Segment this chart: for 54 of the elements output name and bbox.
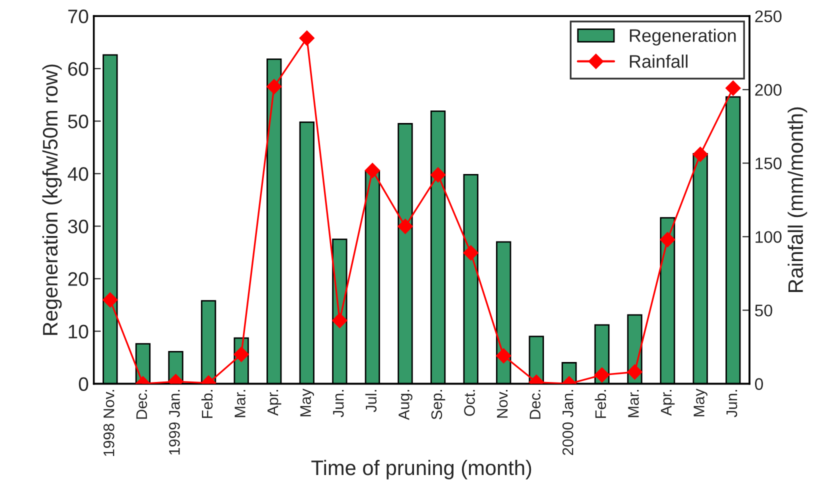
point	[660, 232, 676, 248]
y2-tick-label: 0	[755, 378, 763, 390]
x-tick-label: Apr.	[268, 390, 282, 416]
point	[299, 30, 314, 46]
y2-tick-label: 150	[756, 158, 782, 170]
point	[627, 364, 642, 380]
y-tick-label: 50	[68, 114, 88, 128]
x-tick-label: Mar.	[628, 390, 639, 418]
x-tick-label: Apr.	[660, 390, 675, 416]
point	[463, 245, 478, 260]
x-tick-label: May	[300, 388, 314, 416]
point	[234, 346, 249, 362]
y2-tick-label: 100	[756, 231, 782, 243]
y-tick-label: 20	[68, 272, 88, 286]
x-tick-label: Nov.	[497, 390, 508, 418]
x-tick-label: Oct.	[464, 390, 475, 416]
y-tick-label: 30	[68, 220, 88, 234]
y-tick-label: 0	[78, 377, 88, 391]
x-tick-label: 2000 Jan.	[562, 390, 574, 455]
y-tick-label: 70	[68, 10, 88, 24]
y-tick-label: 40	[68, 167, 88, 181]
legend-label: Regeneration	[630, 28, 736, 46]
x-tick-label: Feb.	[594, 390, 606, 418]
point	[102, 292, 118, 308]
y2-tick-label: 200	[755, 84, 782, 96]
point	[594, 367, 610, 382]
x-tick-label: 1998 Nov.	[103, 390, 114, 456]
y-tick-label: 60	[68, 62, 88, 76]
point	[332, 312, 348, 328]
point	[266, 79, 282, 94]
point	[692, 146, 708, 162]
x-tick-label: Sep.	[431, 390, 446, 420]
x-tick-label: Aug.	[398, 390, 412, 420]
y-tick-label: 10	[68, 324, 88, 338]
legend-label: Rainfall	[630, 54, 688, 68]
x-tick-label: Dec.	[530, 390, 540, 419]
x-tick-label: 1999 Jan.	[169, 390, 180, 455]
x-tick-label: Jun.	[726, 390, 738, 418]
point	[398, 218, 413, 234]
point	[726, 80, 741, 96]
x-tick-label: May	[694, 388, 708, 416]
y-axis-title: Regeneration (kgfw/50m row)	[42, 64, 62, 335]
x-tick-label: Feb.	[201, 390, 213, 418]
x-tick-label: Mar.	[234, 390, 246, 418]
x-axis-title: Time of pruning (month)	[311, 460, 532, 480]
x-tick-label: Dec.	[136, 390, 148, 419]
y2-tick-label: 250	[755, 10, 782, 22]
point	[496, 348, 512, 364]
x-tick-label: Jun.	[333, 390, 344, 418]
point	[364, 162, 380, 178]
y2-axis-title: Rainfall (mm/month)	[788, 107, 808, 292]
y2-tick-label: 50	[755, 304, 772, 316]
x-tick-label: Jul.	[365, 390, 377, 412]
point	[430, 167, 446, 182]
